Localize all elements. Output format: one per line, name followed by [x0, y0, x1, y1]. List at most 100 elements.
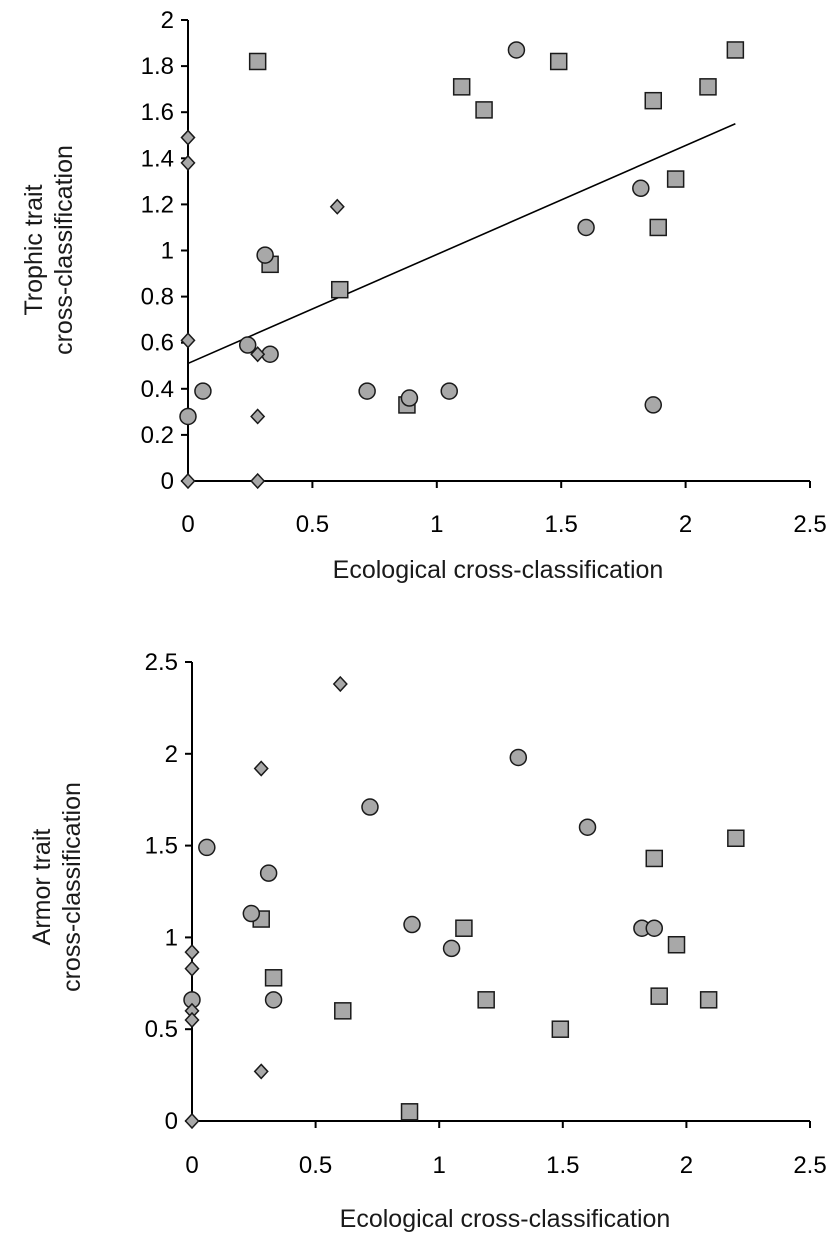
circle-point [242, 904, 261, 923]
x-tick-label: 1 [433, 1152, 446, 1179]
y-tick-label: 1.4 [141, 145, 174, 172]
data-points [179, 41, 745, 490]
circle-point [403, 915, 421, 934]
y-tick-label: 2 [165, 741, 178, 768]
y-axis-title-line-2: cross-classification [58, 782, 86, 992]
circle-point [179, 407, 197, 426]
circle-point [442, 939, 461, 958]
x-tick-label: 2.5 [793, 1152, 826, 1179]
x-tick-label: 2 [679, 511, 692, 538]
y-tick-label: 2 [161, 7, 174, 34]
circle-point [361, 798, 379, 816]
y-axis-title-line-2: cross-classification [50, 145, 78, 355]
diamond-point [250, 408, 266, 425]
diamond-point [180, 129, 196, 146]
square-point [334, 1002, 352, 1020]
diamond-point [184, 943, 200, 961]
x-tick-label: 1 [430, 511, 443, 538]
diamond-point [253, 760, 269, 777]
square-point [400, 1103, 419, 1121]
x-tick-label: 0 [181, 511, 194, 538]
circle-point [645, 919, 664, 937]
square-point [667, 935, 686, 954]
y-tick-label: 1.5 [145, 833, 178, 860]
circle-point [358, 382, 376, 400]
y-tick-label: 0.4 [141, 376, 174, 403]
y-tick-label: 0.5 [145, 1016, 178, 1043]
circle-point [400, 389, 419, 407]
circle-point [256, 246, 274, 264]
x-tick-label: 0.5 [296, 511, 329, 538]
square-point [699, 991, 718, 1009]
data-points [183, 675, 745, 1130]
square-point [455, 919, 473, 937]
circle-point [194, 382, 212, 400]
circle-point [259, 864, 278, 882]
y-tick-label: 1 [161, 238, 174, 265]
y-tick-label: 1 [165, 924, 178, 951]
y-axis-title-line-1: Armor trait [28, 829, 56, 946]
diamond-point [250, 472, 266, 490]
x-tick-label: 2 [680, 1152, 693, 1179]
trendline-group [187, 122, 736, 365]
x-tick-label: 0.5 [299, 1152, 332, 1179]
y-tick-label: 0.8 [141, 284, 174, 311]
circle-point [264, 991, 283, 1009]
diamond-point [253, 1063, 269, 1080]
diamond-point [250, 346, 266, 363]
x-tick-label: 1.5 [545, 511, 578, 538]
square-point [452, 78, 471, 96]
trophic-scatter-chart: 0 0.2 0.4 0.6 0.8 1 1.2 1.4 1.6 1.8 2 0 0.5 1 1.5 2 2.5… [20, 7, 827, 584]
x-axis-title: Ecological cross-classification [340, 1205, 671, 1233]
diamond-point [184, 1112, 200, 1130]
circle-point [644, 396, 663, 414]
y-tick-labels: 0 0.2 0.4 0.6 0.8 1 1.2 1.4 1.6 1.8 2 [141, 7, 174, 495]
y-tick-label: 0.6 [141, 330, 174, 357]
square-point [248, 52, 267, 71]
y-axis-title-line-1: Trophic trait [20, 184, 48, 315]
square-point [650, 987, 668, 1005]
diamond-point [180, 332, 196, 349]
y-tick-label: 0.2 [141, 422, 174, 449]
square-point [475, 101, 493, 119]
circle-point [577, 218, 595, 237]
square-point [551, 1020, 570, 1038]
circle-point [509, 748, 528, 767]
square-point [264, 969, 283, 987]
square-point [699, 78, 717, 96]
circle-point [507, 41, 526, 59]
x-tick-label: 0 [185, 1152, 198, 1179]
y-tick-label: 0 [161, 468, 174, 495]
y-tick-labels: 0 0.5 1 1.5 2 2.5 [145, 649, 178, 1135]
square-point [649, 218, 667, 237]
square-point [645, 849, 664, 868]
x-axis-title: Ecological cross-classification [333, 556, 664, 584]
diamond-point [332, 675, 348, 693]
circle-point [440, 382, 458, 400]
y-tick-label: 0 [165, 1108, 178, 1135]
diamond-point [180, 154, 196, 172]
x-tick-label: 2.5 [793, 511, 826, 538]
y-tick-label: 1.2 [141, 191, 174, 218]
square-point [477, 991, 495, 1009]
square-point [331, 280, 349, 299]
circle-point [198, 838, 216, 857]
x-tick-labels: 0 0.5 1 1.5 2 2.5 [181, 511, 826, 538]
tick-marks [185, 661, 811, 1128]
square-point [666, 170, 685, 188]
diamond-point [180, 472, 196, 490]
square-point [549, 52, 568, 71]
y-tick-label: 1.8 [141, 53, 174, 80]
circle-point [238, 336, 257, 354]
y-tick-label: 2.5 [145, 649, 178, 676]
circle-point [578, 818, 597, 836]
y-tick-label: 1.6 [141, 99, 174, 126]
square-point [727, 829, 745, 848]
circle-point [632, 179, 650, 198]
square-point [644, 91, 663, 110]
square-point [726, 41, 745, 59]
diamond-point [329, 198, 345, 215]
armor-scatter-chart: 0 0.5 1 1.5 2 2.5 0 0.5 1 1.5 2 2.5 Ecological cro… [28, 649, 827, 1233]
x-tick-labels: 0 0.5 1 1.5 2 2.5 [185, 1152, 826, 1179]
